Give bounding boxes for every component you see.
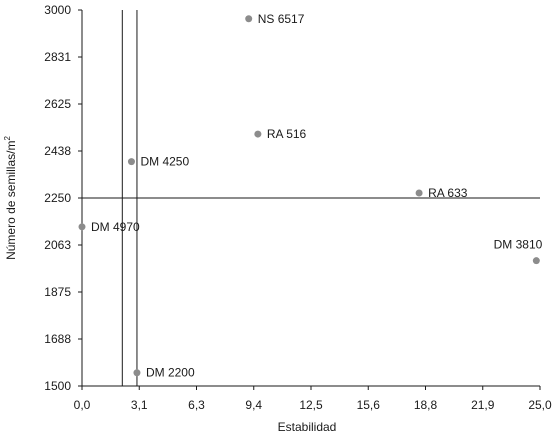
- x-tick-label: 18,8: [414, 398, 438, 412]
- data-point: [78, 223, 86, 231]
- y-tick-label: 1688: [44, 332, 71, 346]
- data-point-label: DM 2200: [146, 366, 195, 380]
- data-point: [133, 369, 141, 377]
- data-point: [532, 257, 540, 265]
- y-tick-label: 3000: [44, 3, 71, 17]
- y-tick-label: 2625: [44, 97, 71, 111]
- x-tick-label: 21,9: [471, 398, 495, 412]
- y-tick-label: 2438: [44, 144, 71, 158]
- data-point-label: RA 633: [428, 186, 468, 200]
- data-point-label: NS 6517: [258, 12, 305, 26]
- x-axis-title: Estabilidad: [278, 420, 337, 434]
- y-tick-label: 2250: [44, 191, 71, 205]
- x-tick-label: 6,3: [188, 398, 205, 412]
- y-tick-label: 1875: [44, 285, 71, 299]
- y-axis-title-main: Número de semillas/m: [4, 141, 18, 260]
- x-tick-label: 25,0: [528, 398, 552, 412]
- x-tick-label: 0,0: [74, 398, 91, 412]
- reference-lines: [82, 10, 540, 386]
- data-point: [254, 130, 262, 138]
- data-point: [415, 189, 423, 197]
- x-tick-label: 15,6: [357, 398, 381, 412]
- data-point-label: DM 3810: [494, 238, 543, 252]
- x-tick-label: 3,1: [131, 398, 148, 412]
- data-point-label: DM 4970: [91, 220, 140, 234]
- data-point-label: RA 516: [267, 127, 307, 141]
- y-axis-title-superscript: 2: [3, 136, 12, 141]
- data-point: [245, 15, 253, 23]
- y-tick-label: 2831: [44, 50, 71, 64]
- y-axis-title: Número de semillas/m2: [3, 136, 18, 260]
- y-tick-label: 1500: [44, 379, 71, 393]
- x-tick-label: 9,4: [245, 398, 262, 412]
- y-axis-ticks: 3000 2831 2625 2438 2250 2063 1875 1688 1500: [44, 3, 82, 393]
- y-tick-label: 2063: [44, 238, 71, 252]
- data-point-label: DM 4250: [140, 155, 189, 169]
- x-axis-ticks: 0,0 3,1 6,3 9,4 12,5 15,6 18,8 21,9 25,0: [74, 386, 552, 412]
- data-points: NS 6517 RA 516 DM 4250 RA 633 DM 4970 DM 3810…: [78, 12, 543, 380]
- x-tick-label: 12,5: [299, 398, 323, 412]
- data-point: [127, 158, 135, 166]
